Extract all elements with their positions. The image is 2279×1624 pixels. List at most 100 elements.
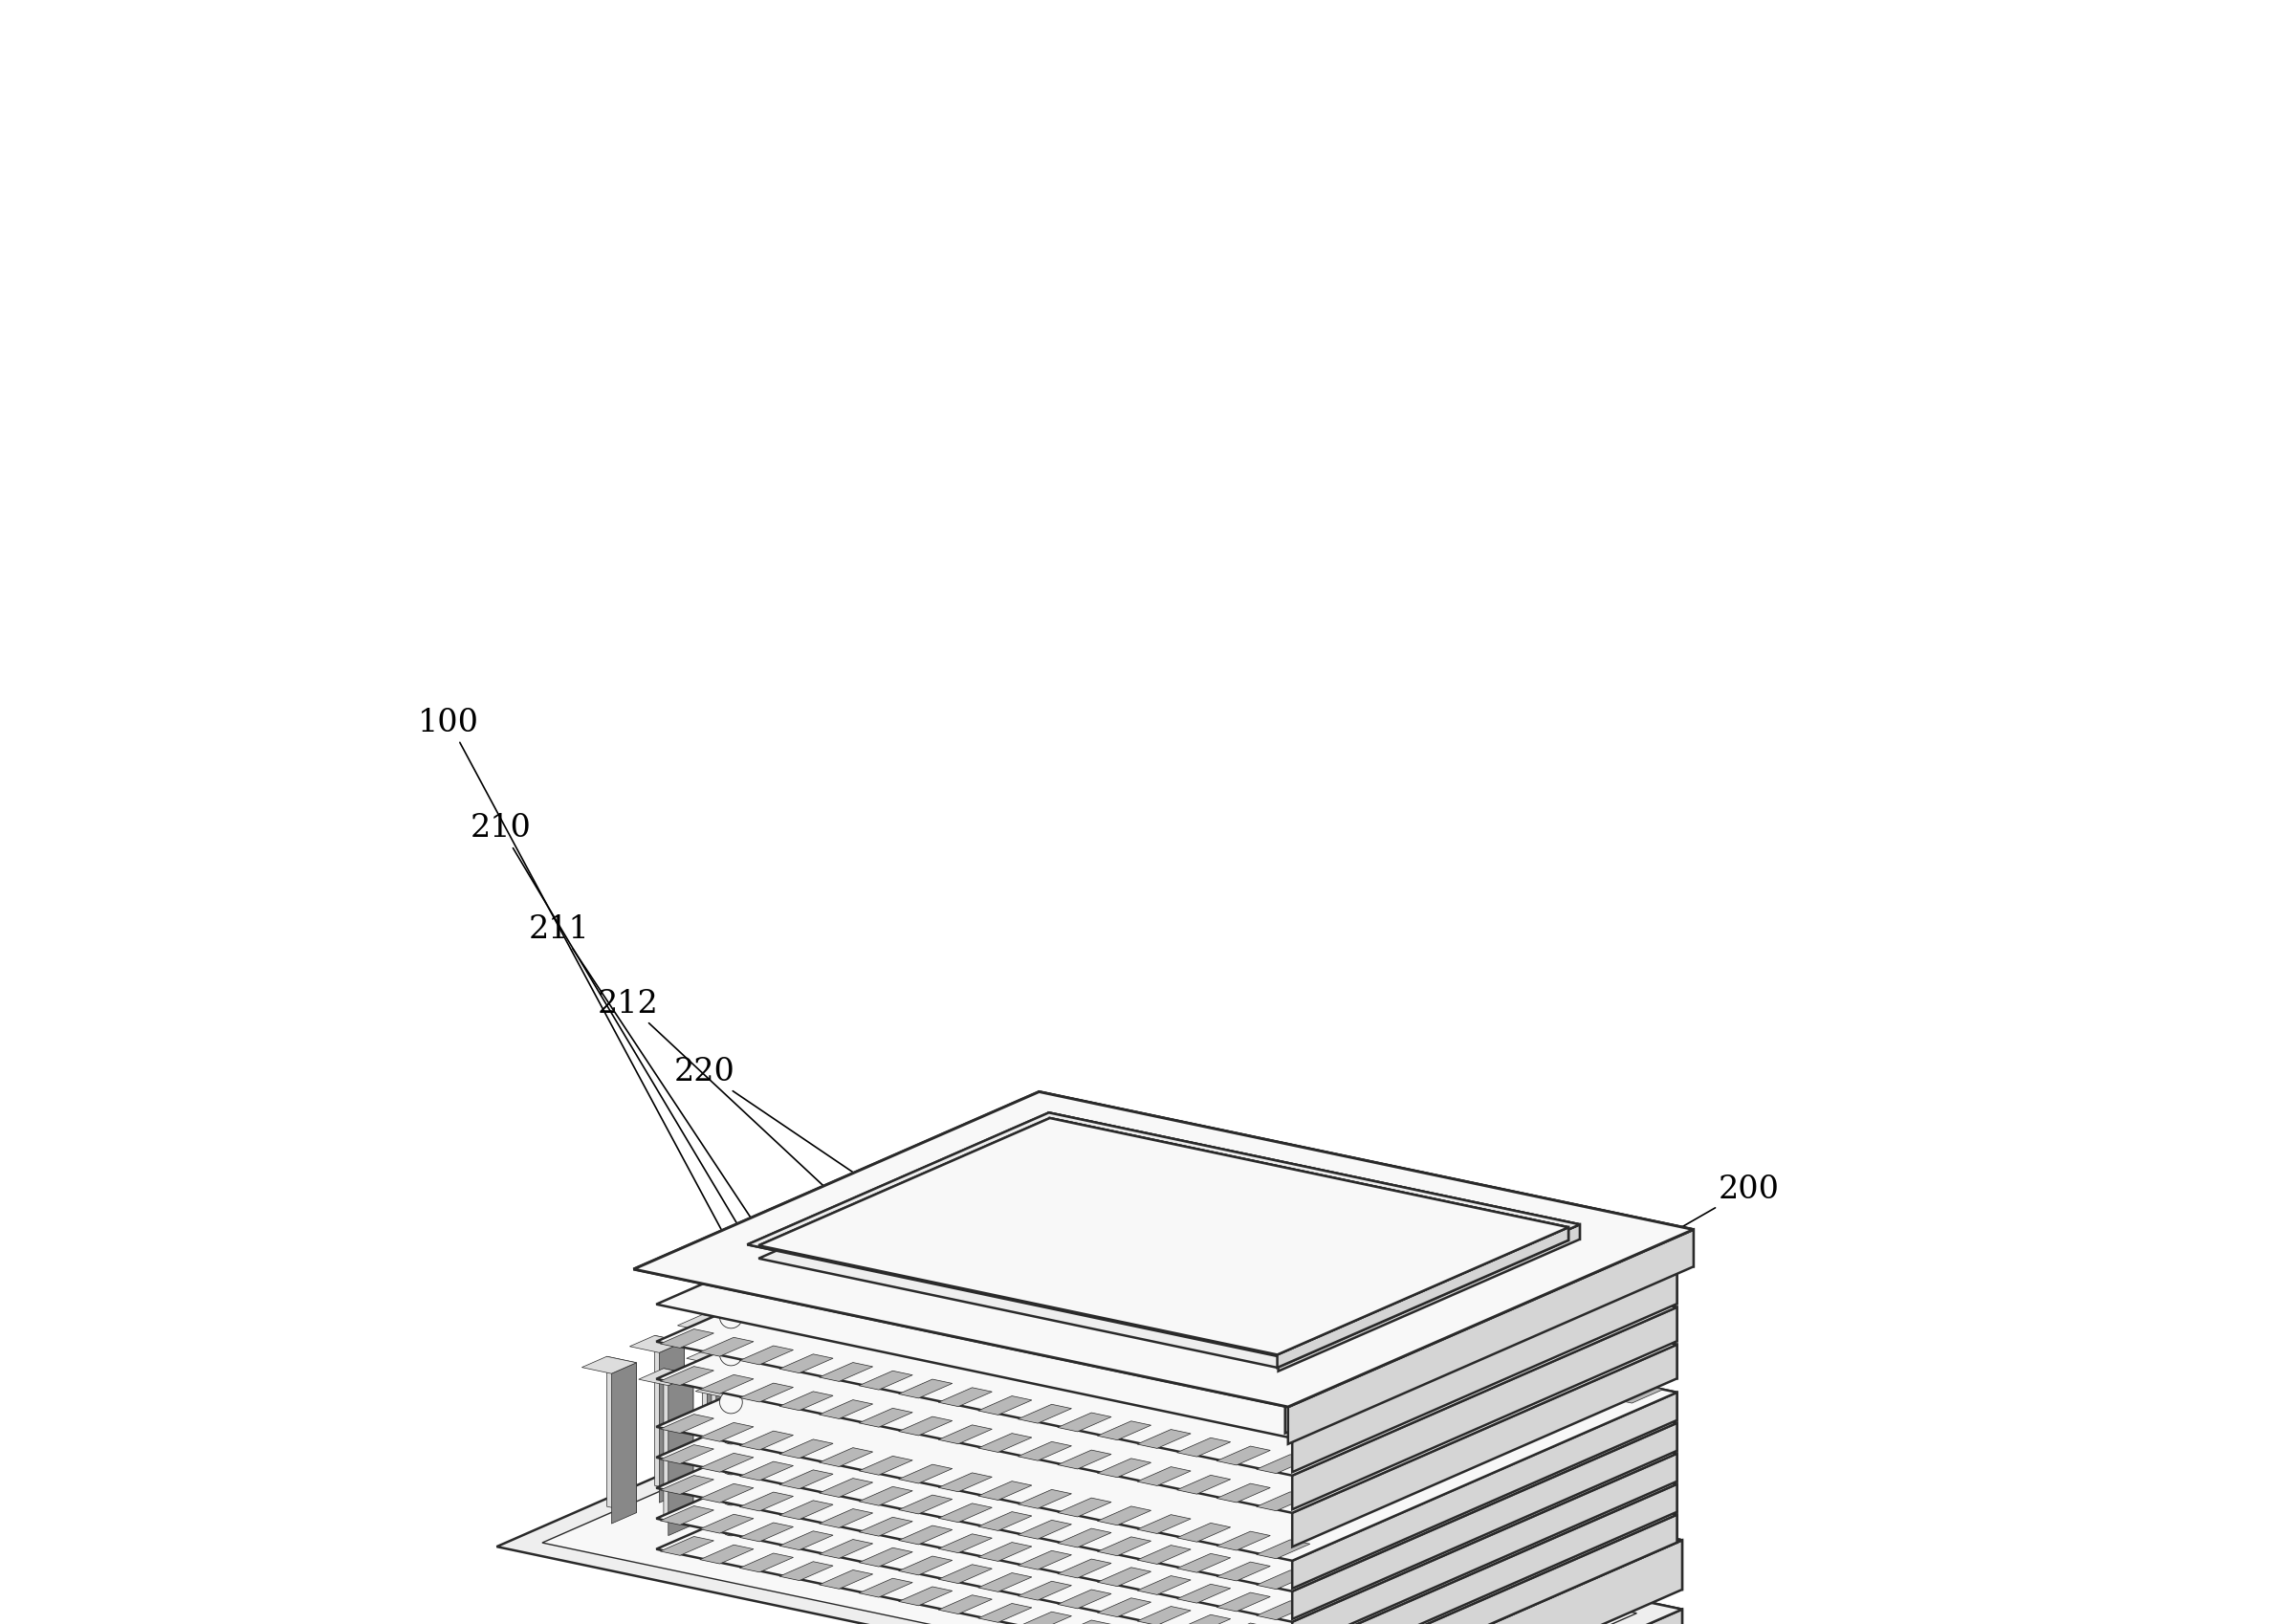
Polygon shape <box>859 1408 912 1427</box>
Circle shape <box>720 1452 743 1475</box>
Polygon shape <box>1064 1267 1094 1423</box>
Polygon shape <box>1048 1393 1073 1554</box>
Polygon shape <box>661 1476 713 1494</box>
Polygon shape <box>1333 1358 1386 1376</box>
Polygon shape <box>1413 1296 1465 1314</box>
Polygon shape <box>905 1363 959 1380</box>
Polygon shape <box>1573 1499 1623 1517</box>
Circle shape <box>891 1377 914 1400</box>
Polygon shape <box>759 1327 789 1483</box>
Circle shape <box>834 1432 857 1455</box>
Polygon shape <box>955 1249 980 1410</box>
Polygon shape <box>978 1341 1007 1497</box>
Polygon shape <box>741 1462 793 1481</box>
Polygon shape <box>1187 1324 1217 1479</box>
Polygon shape <box>1573 1468 1623 1486</box>
Polygon shape <box>1039 1359 1064 1520</box>
Text: 231: 231 <box>782 1194 1005 1322</box>
Polygon shape <box>923 1429 978 1445</box>
Polygon shape <box>934 1369 959 1530</box>
Polygon shape <box>834 1405 864 1561</box>
Polygon shape <box>1244 1335 1274 1492</box>
Polygon shape <box>882 1384 912 1540</box>
Polygon shape <box>1016 1212 1067 1229</box>
Polygon shape <box>809 1405 864 1421</box>
Polygon shape <box>1057 1497 1112 1517</box>
Polygon shape <box>1201 1363 1226 1523</box>
Polygon shape <box>1057 1621 1112 1624</box>
Circle shape <box>834 1402 857 1424</box>
Polygon shape <box>891 1416 921 1572</box>
Polygon shape <box>1292 1392 1677 1588</box>
Text: 211: 211 <box>529 914 800 1293</box>
Polygon shape <box>1010 1447 1035 1608</box>
Polygon shape <box>661 1415 713 1434</box>
Polygon shape <box>971 1408 1026 1424</box>
Polygon shape <box>1016 1288 1046 1444</box>
Polygon shape <box>700 1423 754 1442</box>
Polygon shape <box>1531 1400 1584 1418</box>
Circle shape <box>948 1382 971 1405</box>
Polygon shape <box>1016 1260 1067 1278</box>
Circle shape <box>720 1390 743 1413</box>
Polygon shape <box>850 1259 875 1419</box>
Polygon shape <box>1235 1302 1265 1458</box>
Polygon shape <box>1137 1546 1192 1564</box>
Polygon shape <box>1192 1330 1217 1491</box>
Polygon shape <box>1055 1221 1108 1239</box>
Polygon shape <box>656 1380 1677 1624</box>
Polygon shape <box>1114 1345 1169 1363</box>
Polygon shape <box>1019 1405 1071 1423</box>
Polygon shape <box>661 1505 713 1525</box>
Polygon shape <box>542 1389 1636 1624</box>
Polygon shape <box>964 1283 989 1444</box>
Circle shape <box>1005 1358 1028 1380</box>
Polygon shape <box>1057 1528 1112 1548</box>
Circle shape <box>834 1255 857 1278</box>
Polygon shape <box>1292 1453 1677 1624</box>
Polygon shape <box>1053 1419 1083 1575</box>
Polygon shape <box>1215 1302 1265 1320</box>
Polygon shape <box>668 1103 1659 1397</box>
Polygon shape <box>1174 1246 1226 1263</box>
Polygon shape <box>1067 1366 1121 1382</box>
Polygon shape <box>779 1501 834 1520</box>
Circle shape <box>777 1281 800 1304</box>
Polygon shape <box>948 1429 978 1585</box>
Polygon shape <box>779 1439 834 1458</box>
Polygon shape <box>759 1132 1568 1367</box>
Polygon shape <box>1135 1319 1160 1479</box>
Polygon shape <box>1149 1377 1178 1533</box>
Polygon shape <box>1240 1309 1265 1470</box>
Polygon shape <box>779 1470 834 1489</box>
Polygon shape <box>1000 1320 1055 1338</box>
Polygon shape <box>818 1509 873 1528</box>
Polygon shape <box>1096 1192 1146 1210</box>
Polygon shape <box>1126 1285 1151 1445</box>
Polygon shape <box>987 1374 1016 1531</box>
Polygon shape <box>1042 1259 1677 1421</box>
Polygon shape <box>1083 1333 1112 1489</box>
Polygon shape <box>877 1356 902 1518</box>
Polygon shape <box>1288 1229 1693 1444</box>
Circle shape <box>1005 1181 1028 1203</box>
Polygon shape <box>1135 1346 1185 1364</box>
Circle shape <box>1005 1389 1028 1411</box>
Polygon shape <box>1253 1224 1306 1242</box>
Polygon shape <box>1573 1291 1623 1309</box>
Polygon shape <box>811 1312 836 1473</box>
Polygon shape <box>1292 1423 1677 1619</box>
Polygon shape <box>1124 1377 1178 1395</box>
Polygon shape <box>982 1255 1037 1272</box>
Polygon shape <box>939 1595 991 1614</box>
Polygon shape <box>820 1252 875 1270</box>
Polygon shape <box>1057 1426 1083 1587</box>
Polygon shape <box>1039 1091 1693 1267</box>
Text: 210: 210 <box>469 814 800 1330</box>
Polygon shape <box>700 1338 754 1356</box>
Polygon shape <box>1294 1440 1345 1458</box>
Polygon shape <box>1493 1390 1543 1408</box>
Polygon shape <box>793 1212 1392 1387</box>
Polygon shape <box>1176 1523 1231 1543</box>
Polygon shape <box>677 1315 732 1332</box>
